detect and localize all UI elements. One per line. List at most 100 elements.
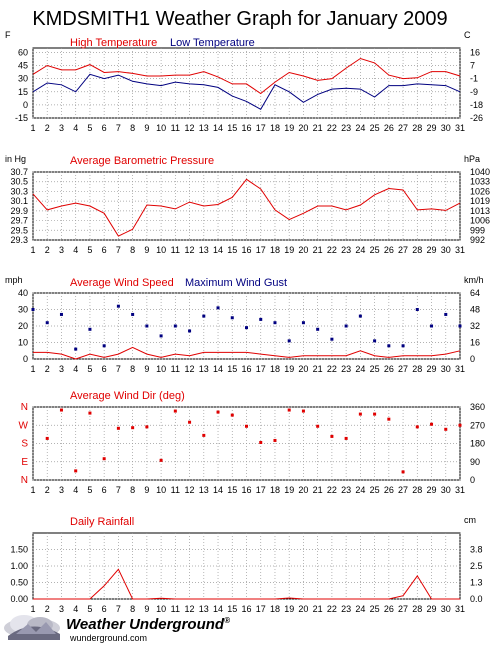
x-tick-label: 19	[284, 485, 294, 495]
x-tick-label: 11	[171, 364, 180, 374]
x-tick-label: 2	[45, 123, 50, 133]
right-tick-label: 16	[470, 47, 480, 57]
data-point	[245, 424, 248, 428]
x-tick-label: 3	[59, 604, 64, 614]
data-point	[131, 312, 135, 316]
series-line	[33, 346, 461, 360]
data-point	[45, 321, 49, 325]
series-line	[32, 178, 461, 237]
x-tick-label: 24	[355, 604, 365, 614]
data-point	[330, 434, 334, 438]
left-tick-label: 30.3	[10, 186, 28, 196]
x-tick-label: 25	[370, 604, 380, 614]
data-point	[74, 469, 78, 473]
x-tick-label: 4	[73, 604, 78, 614]
data-point	[301, 321, 305, 325]
x-tick-label: 17	[256, 364, 266, 374]
x-tick-label: 27	[398, 485, 408, 495]
data-point	[173, 409, 177, 413]
x-tick-label: 1	[30, 485, 35, 495]
x-tick-label: 24	[355, 364, 365, 374]
left-tick-label: 30.1	[10, 196, 28, 206]
x-tick-label: 14	[213, 364, 223, 374]
x-tick-label: 6	[102, 123, 107, 133]
left-tick-label: 40	[18, 288, 28, 298]
x-tick-label: 1	[30, 245, 35, 255]
legend-high-temperature: High Temperature	[70, 37, 157, 49]
data-point	[458, 324, 462, 328]
x-tick-label: 28	[412, 245, 422, 255]
left-tick-label: 29.5	[10, 225, 28, 235]
right-tick-label: 90	[470, 457, 480, 467]
x-tick-label: 17	[256, 604, 266, 614]
x-tick-label: 30	[441, 245, 451, 255]
left-tick-label: 30.7	[10, 167, 28, 177]
x-tick-label: 9	[144, 364, 149, 374]
left-tick-label: 29.7	[10, 216, 28, 226]
series-line	[33, 568, 460, 600]
x-tick-label: 23	[341, 123, 351, 133]
x-tick-label: 18	[270, 604, 280, 614]
x-tick-label: 25	[370, 245, 380, 255]
x-tick-label: 5	[87, 485, 92, 495]
x-tick-label: 19	[284, 123, 294, 133]
x-tick-label: 23	[341, 485, 351, 495]
x-tick-label: 15	[227, 485, 237, 495]
x-tick-label: 10	[156, 364, 166, 374]
left-tick-label: E	[21, 457, 28, 468]
x-tick-label: 18	[270, 245, 280, 255]
x-tick-label: 11	[171, 485, 180, 495]
x-tick-label: 10	[156, 245, 166, 255]
x-tick-label: 4	[73, 123, 78, 133]
data-point	[259, 317, 263, 321]
left-tick-label: 0.50	[10, 578, 28, 588]
x-tick-label: 3	[59, 364, 64, 374]
x-tick-label: 29	[427, 485, 437, 495]
data-point	[202, 433, 206, 437]
data-point	[415, 425, 419, 429]
data-point	[401, 344, 405, 348]
x-tick-label: 20	[298, 364, 308, 374]
data-point	[145, 425, 149, 429]
x-tick-label: 8	[130, 485, 135, 495]
data-point	[45, 436, 49, 440]
right-tick-label: 1013	[470, 206, 490, 216]
x-tick-label: 30	[441, 364, 451, 374]
right-tick-label: 992	[470, 235, 485, 245]
x-tick-label: 31	[455, 123, 465, 133]
data-point	[188, 329, 192, 333]
series-line	[32, 73, 461, 110]
data-point	[88, 411, 92, 415]
x-tick-label: 15	[227, 364, 237, 374]
x-tick-label: 20	[298, 604, 308, 614]
left-tick-label: W	[19, 420, 29, 431]
data-point	[358, 412, 362, 416]
data-point	[273, 438, 277, 442]
x-tick-label: 21	[313, 245, 323, 255]
left-tick-label: 15	[18, 87, 28, 97]
x-tick-label: 4	[73, 364, 78, 374]
x-tick-label: 12	[185, 245, 195, 255]
right-tick-label: 7	[470, 61, 475, 71]
x-tick-label: 1	[30, 364, 35, 374]
x-tick-label: 5	[87, 245, 92, 255]
x-tick-label: 1	[30, 123, 35, 133]
x-tick-label: 24	[355, 123, 365, 133]
data-point	[330, 337, 334, 341]
x-tick-label: 12	[185, 364, 195, 374]
left-tick-label: 30	[18, 305, 28, 315]
page-title: KMDSMITH1 Weather Graph for January 2009	[32, 8, 447, 30]
data-point	[159, 334, 163, 338]
right-tick-label: 0.0	[470, 594, 483, 604]
data-point	[287, 408, 291, 412]
x-tick-label: 20	[298, 485, 308, 495]
left-tick-label: 29.3	[10, 235, 28, 245]
x-tick-label: 16	[241, 485, 251, 495]
left-tick-label: -15	[15, 113, 28, 123]
panel-title: Average Wind Dir (deg)	[70, 390, 185, 402]
left-tick-label: S	[21, 439, 28, 450]
x-tick-label: 22	[327, 604, 337, 614]
data-point	[458, 423, 462, 427]
